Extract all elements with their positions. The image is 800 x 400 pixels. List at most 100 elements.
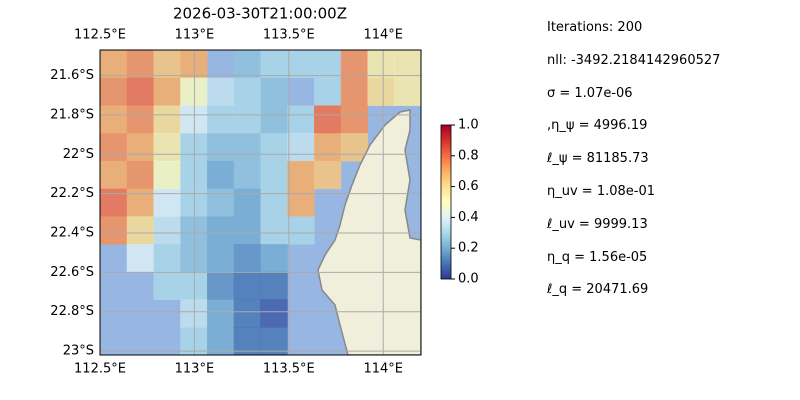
heat-cell <box>260 327 288 355</box>
colorbar-tick-label: 0.8 <box>458 148 479 163</box>
heat-cell <box>207 105 235 134</box>
heat-cell <box>100 77 128 106</box>
heat-cell <box>233 327 261 355</box>
heat-cell <box>207 160 235 190</box>
axes-frame <box>99 49 422 356</box>
x-tick-label: 113°E <box>175 362 215 377</box>
info-line: η_q = 1.56e-05 <box>547 249 648 265</box>
heat-cell <box>233 271 261 301</box>
heat-cell <box>153 188 181 217</box>
y-tick-label: 21.8°S <box>50 107 94 122</box>
heat-cell <box>153 105 181 134</box>
heat-cell <box>180 105 208 134</box>
info-line: nll: -3492.2184142960527 <box>547 52 721 68</box>
heat-cell <box>207 216 235 245</box>
heat-cell <box>233 216 261 245</box>
heat-cell <box>340 50 368 79</box>
info-line: Iterations: 200 <box>547 20 643 35</box>
y-tick-label: 22.6°S <box>50 265 94 280</box>
heat-cell <box>260 105 288 134</box>
info-line: ℓ_q = 20471.69 <box>547 282 649 298</box>
heat-cell <box>233 133 261 162</box>
chart-title: 2026-03-30T21:00:00Z <box>173 5 347 23</box>
y-tick-label: 22.8°S <box>50 304 94 319</box>
heat-cell <box>126 50 154 79</box>
heat-cell <box>207 299 235 328</box>
x-tick-label: 114°E <box>363 28 403 43</box>
heat-cell <box>233 50 261 79</box>
heat-cell <box>100 105 128 134</box>
heat-cell <box>287 50 315 79</box>
colorbar <box>440 124 452 280</box>
heat-cell <box>314 105 342 134</box>
colorbar-tick-label: 1.0 <box>458 118 479 133</box>
heat-cell <box>314 77 342 106</box>
heat-cell <box>207 188 235 217</box>
x-tick-label: 112.5°E <box>74 362 126 377</box>
heat-cell <box>287 216 315 245</box>
y-tick-label: 23°S <box>63 344 94 359</box>
info-line: η_uv = 1.08e-01 <box>547 183 656 199</box>
heat-cell <box>207 77 235 106</box>
info-line: ℓ_uv = 9999.13 <box>547 216 648 232</box>
x-tick-label: 113.5°E <box>263 362 315 377</box>
colorbar-tick-label: 0.2 <box>458 241 479 256</box>
heat-cell <box>180 50 208 79</box>
heat-cell <box>180 77 208 106</box>
heat-cell <box>287 105 315 134</box>
x-tick-label: 113.5°E <box>263 28 315 43</box>
heat-cell <box>153 77 181 106</box>
heat-cell <box>233 244 261 273</box>
heat-cell <box>314 160 342 190</box>
heat-cell <box>207 133 235 162</box>
heat-cell <box>260 188 288 217</box>
heat-cell <box>180 299 208 328</box>
heat-cell <box>180 160 208 190</box>
heat-cell <box>394 50 421 79</box>
heat-cell <box>126 105 154 134</box>
heat-cell <box>100 160 128 190</box>
heat-cell <box>126 188 154 217</box>
heat-cell <box>287 133 315 162</box>
heat-cell <box>153 244 181 273</box>
info-panel: Iterations: 200 nll: -3492.2184142960527 σ… <box>547 20 720 315</box>
heat-cell <box>153 160 181 190</box>
heat-cell <box>233 299 261 328</box>
y-tick-label: 22.4°S <box>50 226 94 241</box>
heat-cell <box>340 77 368 106</box>
heat-cell <box>126 244 154 273</box>
heat-cell <box>153 133 181 162</box>
heat-cell <box>100 50 128 79</box>
heat-cell <box>340 105 368 134</box>
heat-cell <box>287 188 315 217</box>
heat-cell <box>126 160 154 190</box>
info-line: ,η_ψ = 4996.19 <box>547 118 648 134</box>
heat-cell <box>367 50 395 79</box>
heat-cell <box>207 244 235 273</box>
colorbar-tick-label: 0.6 <box>458 179 479 194</box>
heat-cell <box>180 327 208 355</box>
heat-cell <box>287 160 315 190</box>
heat-cell <box>180 133 208 162</box>
heat-cell <box>260 160 288 190</box>
x-tick-label: 114°E <box>363 362 403 377</box>
info-line: ℓ_ψ = 81185.73 <box>547 151 649 167</box>
heat-cell <box>207 327 235 355</box>
y-tick-label: 22.2°S <box>50 186 94 201</box>
heat-cell <box>394 77 421 106</box>
y-tick-label: 22°S <box>63 147 94 162</box>
heat-cell <box>233 105 261 134</box>
x-tick-label: 113°E <box>175 28 215 43</box>
heat-cell <box>207 271 235 301</box>
heat-cell <box>260 50 288 79</box>
colorbar-tick-label: 0.4 <box>458 210 479 225</box>
heat-cell <box>260 133 288 162</box>
heat-cell <box>233 77 261 106</box>
y-tick-label: 21.6°S <box>50 68 94 83</box>
heat-cell <box>180 271 208 301</box>
heat-cell <box>180 188 208 217</box>
heat-cell <box>126 216 154 245</box>
heat-cell <box>260 271 288 301</box>
heat-cell <box>100 133 128 162</box>
